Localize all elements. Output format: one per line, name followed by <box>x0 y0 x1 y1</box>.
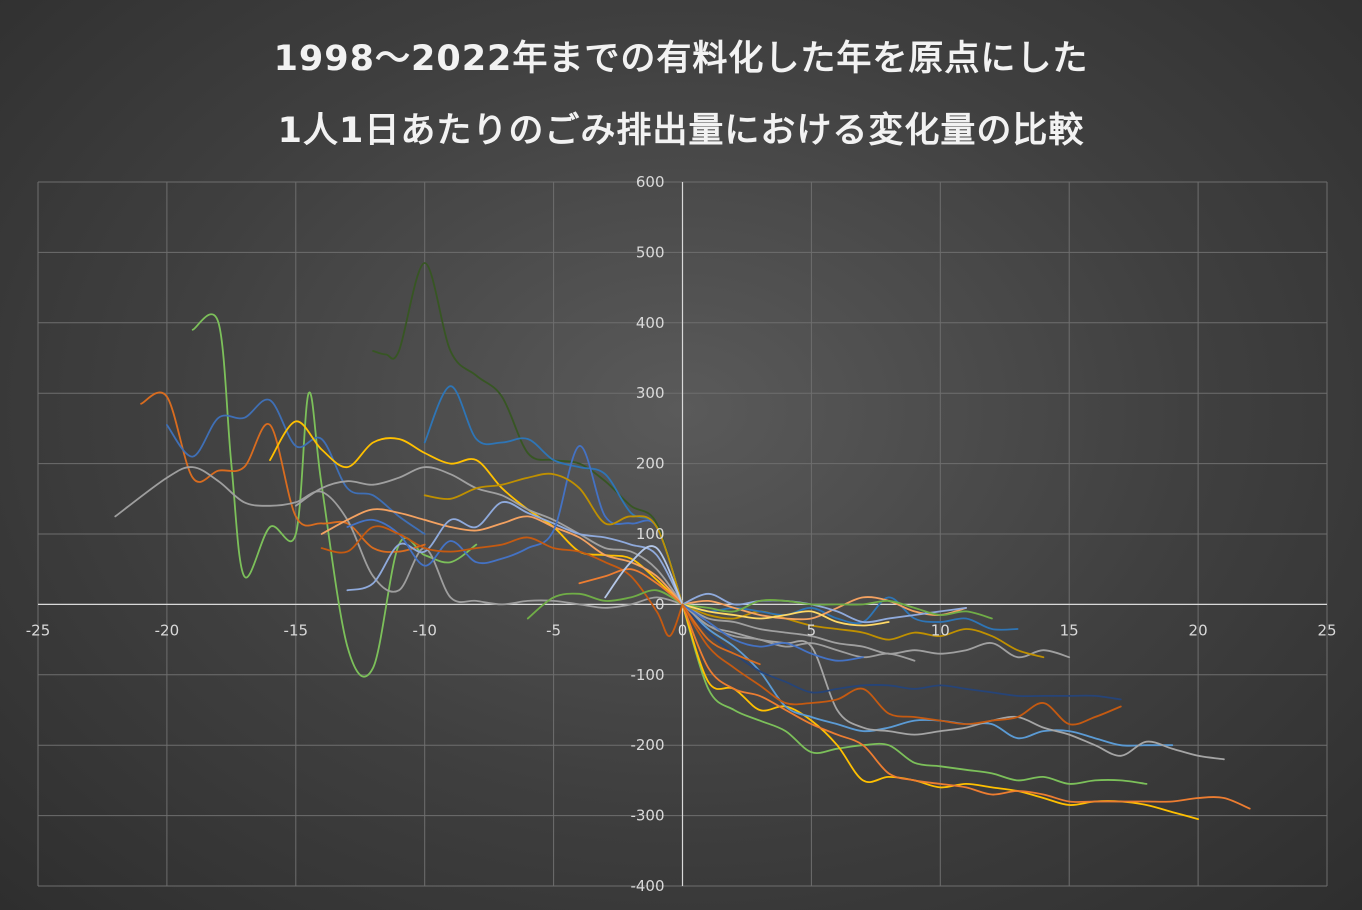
series-line-28 <box>681 592 967 624</box>
x-tick-label: 25 <box>1317 621 1336 639</box>
y-tick-label: -100 <box>630 666 664 684</box>
series-line-27 <box>681 596 967 621</box>
series-line-2 <box>166 398 426 535</box>
y-tick-label: 600 <box>636 173 665 191</box>
x-tick-label: 0 <box>678 621 688 639</box>
x-tick-label: -20 <box>155 621 180 639</box>
series-line-7 <box>294 466 684 606</box>
y-tick-label: -200 <box>630 736 664 754</box>
series-line-30 <box>681 603 890 627</box>
series-line-15 <box>604 545 684 606</box>
series-line-22 <box>681 603 1122 701</box>
y-tick-label: -400 <box>630 877 664 895</box>
series-line-31 <box>681 603 864 662</box>
y-tick-label: 200 <box>636 455 665 473</box>
series-line-20 <box>681 603 1225 761</box>
series-line-3 <box>114 466 684 609</box>
y-tick-label: -300 <box>630 807 664 825</box>
series-line-29 <box>681 599 993 620</box>
x-tick-label: -25 <box>26 621 51 639</box>
series-line-6 <box>269 420 684 606</box>
series-line-16 <box>681 603 1148 785</box>
series-line-13 <box>526 589 684 620</box>
x-tick-label: 20 <box>1189 621 1208 639</box>
x-tick-label: 10 <box>931 621 950 639</box>
x-tick-label: -5 <box>546 621 561 639</box>
series-line-10 <box>346 445 684 606</box>
chart-title-line-2: 1人1日あたりのごみ排出量における変化量の比較 <box>277 111 1085 151</box>
x-tick-label: -10 <box>412 621 437 639</box>
y-tick-label: 400 <box>636 314 665 332</box>
x-tick-label: 15 <box>1060 621 1079 639</box>
series-line-4 <box>372 262 684 606</box>
y-tick-label: 100 <box>636 525 665 543</box>
series-layer <box>114 262 1251 820</box>
x-tick-label: 5 <box>807 621 817 639</box>
series-line-1 <box>140 391 426 553</box>
ticks-layer: -25 -20 -15 -10 -5 0 5 10 15 20 25 -400 -300 -200 -100… <box>26 173 1337 895</box>
series-line-5 <box>423 385 684 606</box>
series-line-21 <box>681 603 1122 726</box>
series-line-12 <box>423 472 684 606</box>
y-tick-label: 300 <box>636 384 665 402</box>
series-line-14 <box>578 568 684 606</box>
series-line-18 <box>681 603 1251 810</box>
series-line-9 <box>346 501 684 606</box>
series-line-32 <box>681 603 761 666</box>
chart-title-line-1: 1998～2022年までの有料化した年を原点にした <box>273 39 1089 79</box>
series-line-8 <box>320 508 684 606</box>
y-tick-label: 500 <box>636 243 665 261</box>
x-tick-label: -15 <box>284 621 309 639</box>
series-line-19 <box>681 603 1174 747</box>
series-line-24 <box>681 603 1071 659</box>
y-tick-label: 0 <box>655 595 665 613</box>
